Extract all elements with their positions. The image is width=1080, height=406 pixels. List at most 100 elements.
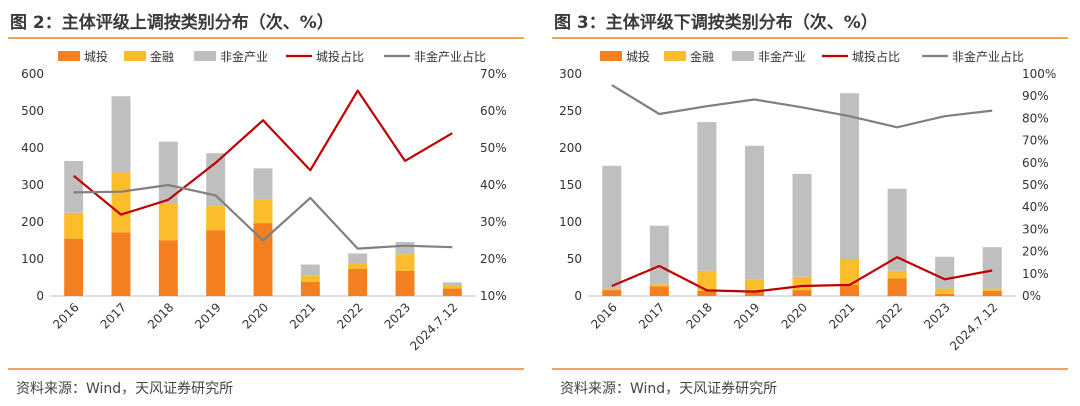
legend-label: 金融: [150, 49, 174, 64]
bar-非金产业: [158, 141, 178, 204]
y-right-tick-label: 90%: [1022, 89, 1049, 103]
x-tick-label: 2016: [50, 300, 81, 331]
bar-非金产业: [348, 253, 368, 264]
y-left-tick-label: 50: [567, 252, 582, 266]
legend-label: 非金产业占比: [952, 49, 1024, 64]
bar-城投: [442, 288, 462, 296]
x-tick-label: 2019: [731, 300, 762, 331]
bar-城投: [792, 290, 812, 296]
bar-非金产业: [300, 264, 320, 276]
x-tick-label: 2021: [826, 300, 857, 331]
legend-label: 非金产业占比: [414, 49, 486, 64]
x-tick-label: 2024.7.12: [407, 300, 460, 353]
bar-金融: [792, 276, 812, 291]
y-right-tick-label: 10%: [1022, 267, 1049, 281]
legend-swatch: [58, 51, 80, 61]
bar-金融: [348, 263, 368, 269]
y-right-tick-label: 30%: [1022, 222, 1049, 236]
bar-金融: [744, 279, 764, 292]
y-left-tick-label: 300: [559, 67, 582, 81]
bar-非金产业: [64, 160, 84, 213]
x-tick-label: 2021: [287, 300, 318, 331]
chart-title: 图 3：主体评级下调按类别分布（次、%）: [554, 13, 878, 33]
y-left-tick-label: 200: [559, 141, 582, 155]
y-right-tick-label: 20%: [480, 252, 507, 266]
y-right-tick-label: 20%: [1022, 245, 1049, 259]
y-right-tick-label: 50%: [1022, 178, 1049, 192]
bar-非金产业: [792, 173, 812, 277]
bar-金融: [982, 288, 1002, 291]
bar-非金产业: [602, 165, 622, 289]
bar-非金产业: [395, 241, 415, 255]
y-right-tick-label: 70%: [480, 67, 507, 81]
line-城投占比: [73, 89, 453, 216]
bar-非金产业: [982, 247, 1002, 289]
legend-label: 金融: [690, 49, 714, 64]
legend-label: 非金产业: [220, 49, 268, 64]
y-left-tick-label: 400: [21, 141, 44, 155]
y-left-tick-label: 100: [559, 215, 582, 229]
bar-城投: [206, 230, 226, 296]
bar-城投: [602, 290, 622, 296]
bar-城投: [697, 290, 717, 296]
x-tick-label: 2023: [382, 300, 413, 331]
x-tick-label: 2018: [145, 300, 176, 331]
legend-swatch: [124, 51, 146, 61]
chart-rating-downgrade: 0 50 100 150 200 250 300 0% 10% 20% 30% 40% 50% 60% 70…: [559, 49, 1056, 353]
source-note: 资料来源：Wind，天风证券研究所: [560, 381, 778, 397]
line-非金产业占比: [611, 84, 993, 129]
y-right-tick-label: 10%: [480, 289, 507, 303]
bar-城投: [744, 291, 764, 296]
x-tick-label: 2016: [588, 300, 619, 331]
bar-非金产业: [253, 168, 273, 200]
x-tick-label: 2020: [240, 300, 271, 331]
bar-城投: [840, 284, 860, 296]
bar-非金产业: [840, 93, 860, 259]
bar-金融: [64, 212, 84, 239]
bar-城投: [982, 290, 1002, 296]
bar-金融: [935, 288, 955, 294]
legend-label: 非金产业: [758, 49, 806, 64]
x-tick-label: 2022: [874, 300, 905, 331]
y-left-tick-label: 100: [21, 252, 44, 266]
bar-城投: [935, 293, 955, 296]
x-tick-label: 2022: [334, 300, 365, 331]
source-note: 资料来源：Wind，天风证券研究所: [16, 381, 234, 397]
bar-金融: [111, 172, 131, 233]
x-tick-label: 2017: [98, 300, 129, 331]
bar-金融: [300, 275, 320, 282]
legend-label: 城投: [626, 49, 650, 64]
title-divider: [8, 37, 524, 39]
x-tick-label: 2024.7.12: [947, 300, 1000, 353]
title-divider: [552, 37, 1068, 39]
bar-城投: [395, 270, 415, 296]
bar-城投: [111, 232, 131, 296]
bar-金融: [253, 199, 273, 224]
source-divider: [8, 368, 524, 370]
x-tick-label: 2020: [779, 300, 810, 331]
y-left-tick-label: 300: [21, 178, 44, 192]
y-left-tick-label: 0: [36, 289, 44, 303]
y-right-tick-label: 30%: [480, 215, 507, 229]
y-right-tick-label: 100%: [1022, 67, 1056, 81]
bar-金融: [395, 254, 415, 271]
x-tick-label: 2023: [921, 300, 952, 331]
bar-非金产业: [206, 153, 226, 207]
bar-城投: [300, 281, 320, 296]
legend-swatch: [732, 51, 754, 61]
y-right-tick-label: 60%: [480, 104, 507, 118]
bar-非金产业: [697, 122, 717, 271]
legend-swatch: [600, 51, 622, 61]
bar-非金产业: [442, 282, 462, 287]
bar-非金产业: [887, 188, 907, 271]
bar-城投: [649, 286, 669, 296]
y-right-tick-label: 40%: [1022, 200, 1049, 214]
y-left-tick-label: 250: [559, 104, 582, 118]
y-left-tick-label: 600: [21, 67, 44, 81]
bar-非金产业: [649, 225, 669, 285]
bar-非金产业: [935, 256, 955, 289]
chart-panel-rating-downgrade: 图 3：主体评级下调按类别分布（次、%） 0 50 100 150 200 250 300 0…: [552, 0, 1072, 406]
y-left-tick-label: 500: [21, 104, 44, 118]
legend-label: 城投占比: [852, 49, 900, 64]
x-tick-label: 2018: [684, 300, 715, 331]
